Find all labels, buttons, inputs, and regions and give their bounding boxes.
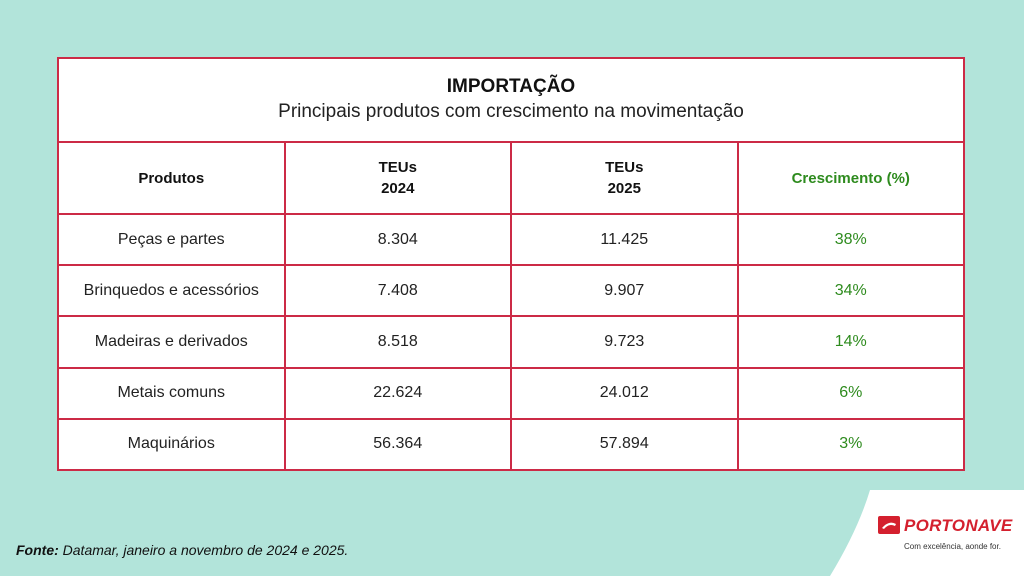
table-row: Maquinários 56.364 57.894 3% xyxy=(57,417,965,472)
header-teus-2025-line2: 2025 xyxy=(607,180,641,197)
source-footer: Fonte: Datamar, janeiro a novembro de 20… xyxy=(16,542,348,558)
header-teus-2024-line1: TEUs xyxy=(378,159,417,176)
cell-produto: Metais comuns xyxy=(57,366,286,420)
header-teus-2025-line1: TEUs xyxy=(605,159,644,176)
cell-teus-2025: 9.907 xyxy=(510,264,739,318)
cell-crescimento: 14% xyxy=(736,315,965,369)
source-text: Datamar, janeiro a novembro de 2024 e 20… xyxy=(62,542,349,558)
cell-teus-2024: 8.518 xyxy=(283,315,512,369)
header-crescimento: Crescimento (%) xyxy=(736,141,965,215)
cell-teus-2025: 24.012 xyxy=(510,366,739,420)
cell-produto: Maquinários xyxy=(57,417,286,472)
cell-teus-2024: 7.408 xyxy=(283,264,512,318)
header-teus-2025: TEUs 2025 xyxy=(510,141,739,215)
cell-teus-2025: 11.425 xyxy=(510,212,739,267)
table-row: Metais comuns 22.624 24.012 6% xyxy=(57,366,965,420)
cell-crescimento: 6% xyxy=(736,366,965,420)
cell-crescimento: 3% xyxy=(736,417,965,472)
cell-produto: Madeiras e derivados xyxy=(57,315,286,369)
table-row: Brinquedos e acessórios 7.408 9.907 34% xyxy=(57,264,965,318)
table-subtitle: Principais produtos com crescimento na m… xyxy=(278,101,744,122)
header-produtos: Produtos xyxy=(57,141,286,215)
cell-teus-2024: 56.364 xyxy=(283,417,512,472)
cell-teus-2025: 9.723 xyxy=(510,315,739,369)
header-teus-2024-line2: 2024 xyxy=(381,180,415,197)
logo-name: PORTONAVE xyxy=(904,516,1013,535)
cell-teus-2024: 8.304 xyxy=(283,212,512,267)
cell-produto: Peças e partes xyxy=(57,212,286,267)
table-row: Peças e partes 8.304 11.425 38% xyxy=(57,212,965,267)
table-title: IMPORTAÇÃO xyxy=(446,76,576,97)
logo-tagline: Com excelência, aonde for. xyxy=(904,542,1001,551)
cell-produto: Brinquedos e acessórios xyxy=(57,264,286,318)
logo-background xyxy=(830,490,1024,576)
portonave-logo: PORTONAVE Com excelência, aonde for. xyxy=(874,514,1024,554)
cell-crescimento: 34% xyxy=(736,264,965,318)
import-table: IMPORTAÇÃO Principais produtos com cresc… xyxy=(57,57,965,472)
table-row: Madeiras e derivados 8.518 9.723 14% xyxy=(57,315,965,369)
cell-teus-2024: 22.624 xyxy=(283,366,512,420)
cell-crescimento: 38% xyxy=(736,212,965,267)
cell-teus-2025: 57.894 xyxy=(510,417,739,472)
header-teus-2024: TEUs 2024 xyxy=(283,141,512,215)
source-label: Fonte: xyxy=(16,542,59,558)
table-title-cell: IMPORTAÇÃO Principais produtos com cresc… xyxy=(57,57,965,143)
ship-icon xyxy=(878,516,900,534)
